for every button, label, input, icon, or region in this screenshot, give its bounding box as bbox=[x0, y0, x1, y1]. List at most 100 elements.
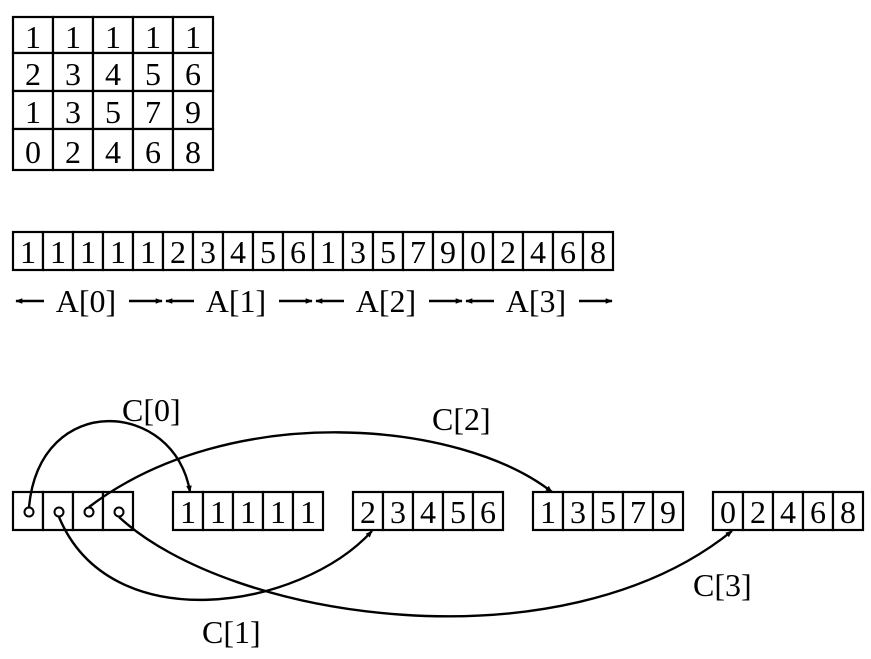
matrix-row: 2 3 4 5 6 bbox=[11, 51, 215, 93]
matrix-cell-value: 5 bbox=[105, 94, 121, 130]
row-block-value: 1 bbox=[210, 494, 226, 530]
matrix-cell bbox=[131, 127, 175, 172]
row-block-cell bbox=[231, 490, 265, 532]
row-block-value: 5 bbox=[450, 494, 466, 530]
flat-array-value: 5 bbox=[380, 234, 396, 270]
flat-array-value: 2 bbox=[500, 234, 516, 270]
flat-array-cell bbox=[461, 230, 495, 272]
flat-array-cell bbox=[581, 230, 615, 272]
segment-label: A[1] bbox=[206, 283, 266, 319]
row-block-3: 0 2 4 6 8 bbox=[711, 490, 865, 532]
matrix-cell bbox=[91, 51, 135, 93]
matrix-cell-value: 1 bbox=[25, 19, 41, 55]
segment-span: A[3] bbox=[465, 283, 613, 319]
pointer-slot bbox=[11, 490, 45, 532]
flat-array-value: 1 bbox=[320, 234, 336, 270]
matrix-cell bbox=[171, 51, 215, 93]
matrix-cell-value: 5 bbox=[145, 56, 161, 92]
row-block-cell bbox=[651, 490, 685, 532]
flat-array-cell bbox=[401, 230, 435, 272]
matrix-cell-value: 3 bbox=[65, 56, 81, 92]
matrix-cell-value: 9 bbox=[185, 94, 201, 130]
pointer-arrow-c3 bbox=[118, 516, 733, 618]
segment-label: A[0] bbox=[56, 283, 116, 319]
flat-array-value: 7 bbox=[410, 234, 426, 270]
row-block-cell bbox=[471, 490, 505, 532]
row-block-2: 1 3 5 7 9 bbox=[531, 490, 685, 532]
matrix-cell-value: 7 bbox=[145, 94, 161, 130]
matrix-cell-value: 4 bbox=[105, 56, 121, 92]
pointer-label-c1: C[1] bbox=[202, 614, 261, 650]
matrix-cell bbox=[171, 127, 215, 172]
row-block-value: 4 bbox=[780, 494, 796, 530]
flat-array-value: 1 bbox=[140, 234, 156, 270]
row-block-value: 6 bbox=[480, 494, 496, 530]
row-block-value: 3 bbox=[570, 494, 586, 530]
row-block-cell bbox=[291, 490, 325, 532]
segment-span: A[0] bbox=[15, 283, 163, 319]
matrix-cell-value: 8 bbox=[185, 134, 201, 170]
matrix-cell-value: 6 bbox=[185, 56, 201, 92]
pointer-origin-icon bbox=[113, 506, 125, 518]
row-block-value: 5 bbox=[600, 494, 616, 530]
row-block-cell bbox=[441, 490, 475, 532]
row-block-0: 1 1 1 1 1 bbox=[171, 490, 325, 532]
matrix-cell-value: 4 bbox=[105, 134, 121, 170]
flat-array-value: 1 bbox=[110, 234, 126, 270]
matrix-cell-value: 1 bbox=[105, 19, 121, 55]
row-block-cell bbox=[741, 490, 775, 532]
row-block-value: 7 bbox=[630, 494, 646, 530]
matrix-cell-value: 2 bbox=[25, 56, 41, 92]
row-block-cell bbox=[831, 490, 865, 532]
row-block-cell bbox=[561, 490, 595, 532]
row-block-cell bbox=[201, 490, 235, 532]
row-block-cell bbox=[621, 490, 655, 532]
matrix-cell-value: 0 bbox=[25, 134, 41, 170]
matrix-cell-value: 1 bbox=[145, 19, 161, 55]
matrix-cell bbox=[11, 127, 55, 172]
matrix-cell-value: 1 bbox=[185, 19, 201, 55]
row-block-value: 1 bbox=[270, 494, 286, 530]
row-block-cell bbox=[591, 490, 625, 532]
flat-array-value: 4 bbox=[530, 234, 546, 270]
row-block-cell bbox=[711, 490, 745, 532]
flat-array-cell bbox=[431, 230, 465, 272]
matrix-row: 1 1 1 1 1 bbox=[11, 15, 215, 55]
flat-array-value: 8 bbox=[590, 234, 606, 270]
pointer-arrow-c2 bbox=[88, 431, 553, 508]
row-block-value: 1 bbox=[540, 494, 556, 530]
segment-spans: A[0] A[1] A[2] A[3] bbox=[15, 283, 613, 319]
row-block-cell bbox=[381, 490, 415, 532]
flat-array-value: 1 bbox=[80, 234, 96, 270]
flat-array-value: 3 bbox=[200, 234, 216, 270]
flat-array-value: 5 bbox=[260, 234, 276, 270]
matrix-cell-value: 2 bbox=[65, 134, 81, 170]
row-block-value: 1 bbox=[180, 494, 196, 530]
matrix-cell-value: 6 bbox=[145, 134, 161, 170]
row-block-value: 2 bbox=[360, 494, 376, 530]
flat-array-value: 9 bbox=[440, 234, 456, 270]
flat-array: 1 1 1 1 1 2 3 4 5 6 1 3 5 7 9 0 2 4 6 bbox=[11, 230, 615, 272]
row-block-value: 8 bbox=[840, 494, 856, 530]
row-block-value: 1 bbox=[300, 494, 316, 530]
flat-array-cell bbox=[491, 230, 525, 272]
flat-array-value: 6 bbox=[290, 234, 306, 270]
matrix-cell-value: 1 bbox=[25, 94, 41, 130]
flat-array-cell bbox=[71, 230, 105, 272]
flat-array-value: 0 bbox=[470, 234, 486, 270]
row-block-value: 9 bbox=[660, 494, 676, 530]
flat-array-value: 2 bbox=[170, 234, 186, 270]
segment-span: A[1] bbox=[165, 283, 313, 319]
row-block-value: 0 bbox=[720, 494, 736, 530]
pointer-arrow-c1 bbox=[57, 516, 373, 602]
segment-span: A[2] bbox=[315, 283, 463, 319]
row-block-cell bbox=[531, 490, 565, 532]
pointer-array bbox=[11, 490, 135, 532]
matrix-row: 1 3 5 7 9 bbox=[11, 89, 215, 131]
segment-label: A[2] bbox=[356, 283, 416, 319]
row-block-value: 4 bbox=[420, 494, 436, 530]
flat-array-cell bbox=[11, 230, 45, 272]
flat-array-cell bbox=[221, 230, 255, 272]
flat-array-value: 1 bbox=[50, 234, 66, 270]
